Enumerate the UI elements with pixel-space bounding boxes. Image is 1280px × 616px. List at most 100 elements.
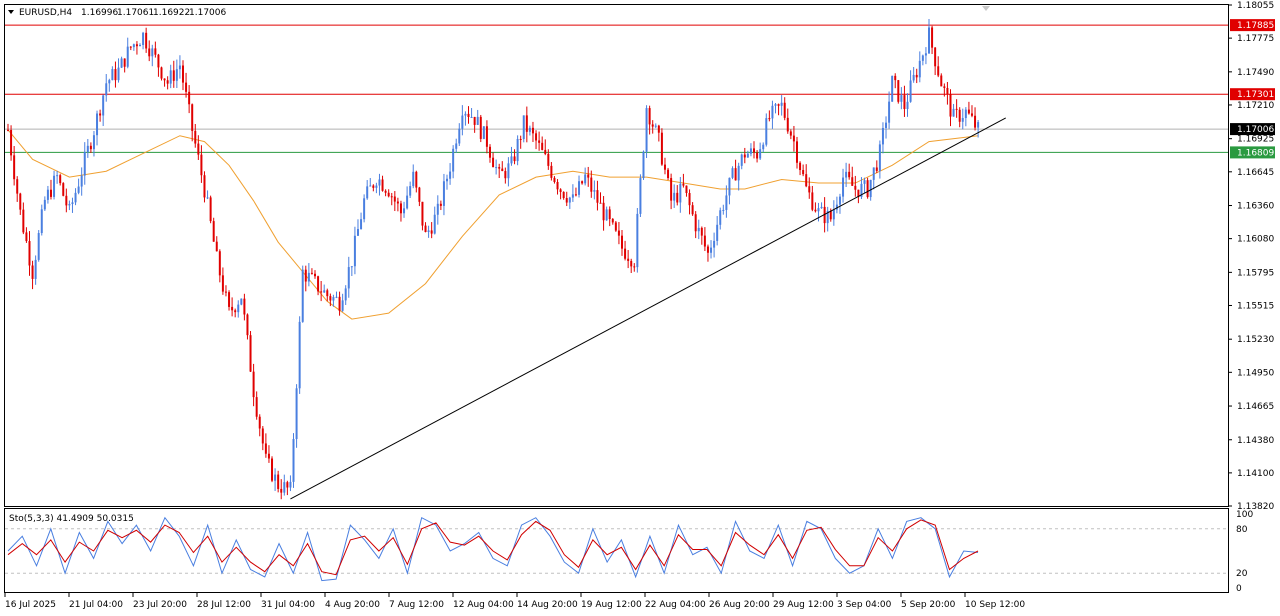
candle-body (231, 306, 234, 311)
candle-body (875, 167, 878, 171)
header-dropdown-icon[interactable] (8, 10, 14, 14)
candle-body (624, 248, 627, 259)
candle-body (848, 171, 851, 178)
y-tick-label: 1.17490 (1237, 68, 1274, 78)
candle-body (71, 202, 74, 205)
candle-body (522, 115, 525, 139)
candle-body (832, 209, 835, 220)
price-level-label: 1.16809 (1237, 148, 1274, 158)
candle-body (559, 189, 562, 192)
trendline-group (290, 117, 1006, 500)
candle-body (80, 175, 83, 187)
candle-body (488, 146, 491, 158)
candle-body (252, 371, 255, 398)
candle-body (753, 148, 756, 153)
candle-body (62, 183, 65, 196)
header-low: 1.16922 (153, 8, 190, 18)
candle-body (574, 194, 577, 196)
candle-body (937, 66, 940, 76)
candle-body (504, 171, 507, 179)
price-level-tag (1230, 88, 1275, 101)
y-tick-label: 1.15230 (1237, 335, 1274, 345)
candle-body (544, 149, 547, 154)
header-high: 1.17061 (117, 8, 154, 18)
trendline (290, 117, 1006, 500)
candle-body (498, 167, 501, 169)
candle-body (648, 108, 651, 125)
candle-body (188, 91, 191, 105)
candle-body (940, 75, 943, 87)
candle-body (46, 189, 49, 200)
candle-body (737, 165, 740, 181)
candle-body (218, 251, 221, 276)
candle-body (126, 46, 129, 67)
candle-body (731, 168, 734, 178)
price-level-tag (1230, 19, 1275, 32)
candle-body (949, 94, 952, 117)
candle-body (461, 115, 464, 129)
candle-body (34, 259, 37, 279)
candle-body (507, 163, 510, 179)
candle-body (685, 185, 688, 194)
candle-body (611, 219, 614, 223)
candle-body (215, 241, 218, 252)
candle-body (31, 265, 34, 279)
y-tick-label: 1.16925 (1237, 135, 1274, 145)
candle-body (952, 108, 955, 117)
candle-body (261, 428, 264, 444)
candle-body (627, 258, 630, 261)
moving-average-line (7, 129, 979, 320)
candle-body (516, 138, 519, 162)
candle-body (160, 67, 163, 79)
candle-body (240, 298, 243, 305)
candle-body (264, 443, 267, 454)
candle-body (249, 335, 252, 372)
candle-body (203, 175, 206, 198)
candle-body (280, 488, 283, 493)
candle-body (335, 296, 338, 298)
candle-body (651, 124, 654, 127)
candle-body (19, 193, 22, 210)
candle-body (565, 198, 568, 203)
candle-body (304, 269, 307, 282)
x-tick-label: 14 Aug 20:00 (517, 600, 578, 610)
candles (7, 18, 980, 500)
candle-body (37, 233, 40, 260)
candle-body (636, 213, 639, 268)
y-tick-label: 1.17775 (1237, 34, 1274, 44)
candle-body (808, 186, 811, 193)
candle-body (713, 240, 716, 248)
candle-body (783, 102, 786, 118)
x-tick-label: 31 Jul 04:00 (261, 600, 315, 610)
candle-body (108, 80, 111, 84)
candle-body (845, 171, 848, 178)
candle-body (89, 145, 92, 150)
x-tick-label: 12 Aug 04:00 (453, 600, 514, 610)
candle-body (301, 269, 304, 322)
candle-body (786, 117, 789, 132)
candle-body (974, 115, 977, 128)
shift-marker-icon[interactable] (982, 6, 990, 11)
candle-body (682, 183, 685, 186)
oscillator-frame (4, 508, 1229, 593)
candle-body (934, 47, 937, 67)
candle-body (967, 109, 970, 114)
candle-body (915, 74, 918, 78)
candle-body (326, 290, 329, 297)
candle-body (602, 202, 605, 221)
candle-body (338, 296, 341, 311)
candle-body (347, 267, 350, 289)
candle-body (206, 197, 209, 199)
candle-body (943, 86, 946, 88)
candle-body (780, 102, 783, 106)
candle-body (535, 133, 538, 141)
candle-body (320, 291, 323, 293)
candle-body (593, 190, 596, 192)
candle-body (768, 118, 771, 120)
candle-body (384, 190, 387, 193)
candle-body (96, 113, 99, 136)
candle-body (378, 179, 381, 186)
candle-body (725, 195, 728, 210)
candle-body (49, 189, 52, 197)
